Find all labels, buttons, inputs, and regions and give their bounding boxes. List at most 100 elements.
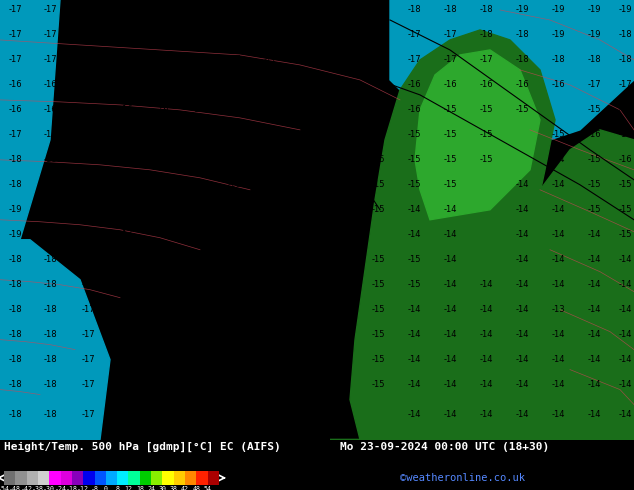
Text: -16: -16 [227, 105, 241, 114]
Text: -14: -14 [587, 355, 601, 364]
Text: -17: -17 [119, 205, 133, 214]
Text: -16: -16 [618, 155, 632, 164]
Text: -15: -15 [299, 230, 313, 239]
Text: -19: -19 [8, 230, 22, 239]
Bar [72, 471, 83, 485]
Text: -14: -14 [515, 380, 529, 389]
Text: -14: -14 [515, 255, 529, 264]
Text: -16: -16 [8, 80, 22, 89]
Text: -8: -8 [91, 486, 98, 490]
Text: -18: -18 [8, 180, 22, 189]
Text: -16: -16 [155, 155, 169, 164]
Text: -15: -15 [551, 130, 565, 139]
Text: -15: -15 [587, 180, 601, 189]
Text: -15: -15 [443, 105, 456, 114]
Text: -14: -14 [515, 355, 529, 364]
Text: -16: -16 [299, 105, 313, 114]
Text: -16: -16 [81, 130, 95, 139]
Text: -14: -14 [407, 230, 421, 239]
Text: -15: -15 [407, 280, 421, 289]
Text: -17: -17 [155, 30, 169, 40]
Text: -14: -14 [479, 380, 493, 389]
Text: -14: -14 [443, 305, 456, 314]
Text: -15: -15 [372, 155, 385, 164]
Text: -16: -16 [81, 80, 95, 89]
Text: -16: -16 [191, 80, 205, 89]
Text: -14: -14 [515, 410, 529, 419]
Text: -17: -17 [81, 30, 95, 40]
Text: -17: -17 [299, 55, 313, 65]
Text: -38: -38 [32, 486, 44, 490]
Text: -15: -15 [335, 205, 349, 214]
Text: -17: -17 [43, 130, 57, 139]
Text: -17: -17 [81, 330, 95, 339]
Text: -14: -14 [407, 205, 421, 214]
Text: -14: -14 [618, 305, 631, 314]
Text: -18: -18 [515, 30, 529, 40]
Text: -14: -14 [515, 330, 529, 339]
Text: -16: -16 [263, 105, 277, 114]
Text: -16: -16 [299, 130, 313, 139]
Text: -18: -18 [8, 280, 22, 289]
Text: -15: -15 [299, 180, 313, 189]
Text: -18: -18 [43, 380, 57, 389]
Text: -17: -17 [371, 55, 385, 65]
Text: -18: -18 [43, 330, 57, 339]
Text: -18: -18 [443, 5, 457, 15]
Text: -18: -18 [8, 255, 22, 264]
Text: -17: -17 [335, 30, 349, 40]
Text: -16: -16 [119, 105, 133, 114]
Text: -18: -18 [43, 305, 57, 314]
Text: -15: -15 [372, 380, 385, 389]
Text: -17: -17 [81, 355, 95, 364]
Text: -16: -16 [119, 155, 133, 164]
Text: -17: -17 [155, 55, 169, 65]
Text: -15: -15 [372, 180, 385, 189]
Text: -17: -17 [119, 180, 133, 189]
Text: -17: -17 [119, 30, 133, 40]
Text: -18: -18 [43, 230, 57, 239]
Text: -15: -15 [618, 205, 631, 214]
Text: -16: -16 [155, 230, 169, 239]
Text: -16: -16 [335, 105, 349, 114]
Text: -15: -15 [191, 280, 205, 289]
Bar [27, 471, 38, 485]
Text: -16: -16 [155, 205, 169, 214]
Text: -18: -18 [8, 355, 22, 364]
Text: -16: -16 [227, 130, 241, 139]
Bar [151, 471, 162, 485]
Text: -14: -14 [443, 355, 456, 364]
Text: -16: -16 [191, 130, 205, 139]
Text: -14: -14 [587, 305, 601, 314]
Text: -42: -42 [21, 486, 32, 490]
Text: -14: -14 [618, 255, 631, 264]
Text: -14: -14 [551, 180, 565, 189]
Text: -16: -16 [191, 180, 205, 189]
Text: -15: -15 [191, 355, 205, 364]
Text: -17: -17 [191, 30, 205, 40]
Text: -18: -18 [371, 5, 385, 15]
Text: -18: -18 [81, 5, 95, 15]
Text: -14: -14 [587, 230, 601, 239]
Text: -16: -16 [371, 130, 385, 139]
Text: -14: -14 [551, 355, 565, 364]
Text: -19: -19 [515, 5, 529, 15]
Text: -18: -18 [8, 305, 22, 314]
Text: -19: -19 [587, 5, 601, 15]
Text: -14: -14 [443, 255, 456, 264]
Text: -15: -15 [299, 205, 313, 214]
Text: -15: -15 [479, 155, 493, 164]
Text: -18: -18 [43, 355, 57, 364]
Text: -15: -15 [372, 355, 385, 364]
Polygon shape [390, 0, 634, 150]
Text: -16: -16 [263, 80, 277, 89]
Text: -16: -16 [155, 255, 169, 264]
Text: -17: -17 [81, 255, 95, 264]
Text: -24: -24 [55, 486, 67, 490]
Text: -15: -15 [618, 230, 631, 239]
Text: -16: -16 [119, 255, 133, 264]
Text: -15: -15 [263, 180, 277, 189]
Text: -16: -16 [407, 80, 421, 89]
Text: -14: -14 [587, 280, 601, 289]
Text: ©weatheronline.co.uk: ©weatheronline.co.uk [400, 473, 525, 483]
